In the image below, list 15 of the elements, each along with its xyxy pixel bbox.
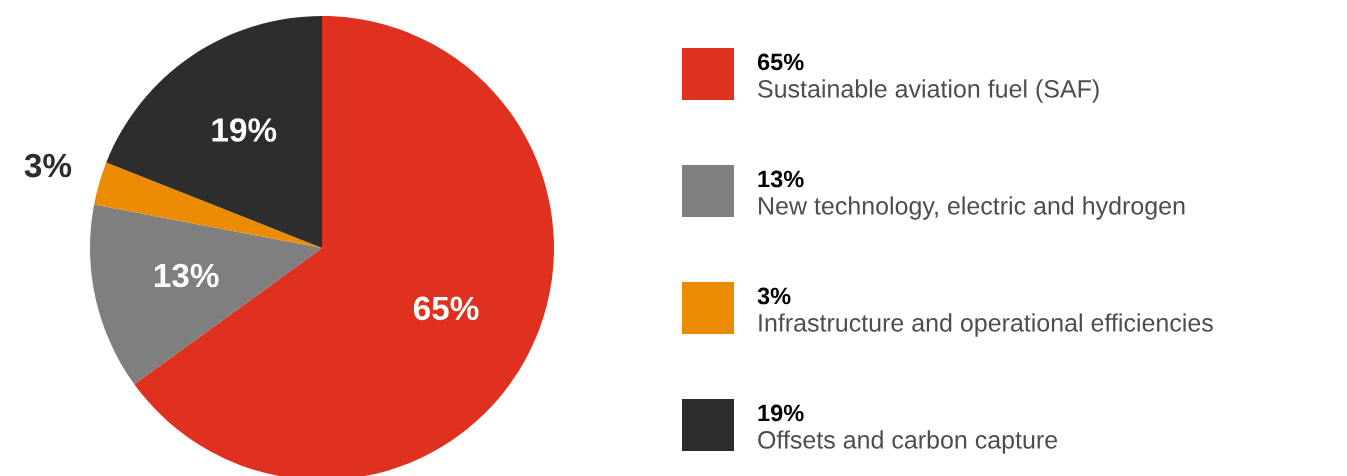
- data-label: 13%: [154, 263, 219, 288]
- pie-slice: [106, 16, 322, 248]
- data-label: 3%: [24, 153, 72, 178]
- text: 19%: [758, 404, 804, 422]
- legend-label: New technology, electric and hydrogen: [759, 196, 1185, 220]
- text: 3%: [757, 287, 791, 305]
- data-label: 19%: [212, 118, 277, 142]
- data-label: 65%: [413, 296, 479, 321]
- text: 65%: [757, 53, 804, 71]
- legend-label: Sustainable aviation fuel (SAF): [758, 79, 1099, 103]
- legend-label: Offsets and carbon capture: [758, 430, 1058, 454]
- pie-slice: [94, 162, 322, 248]
- legend-label: Infrastructure and operational efficiencies: [759, 313, 1213, 337]
- pie-slice: [90, 204, 322, 385]
- text: 13%: [758, 170, 804, 188]
